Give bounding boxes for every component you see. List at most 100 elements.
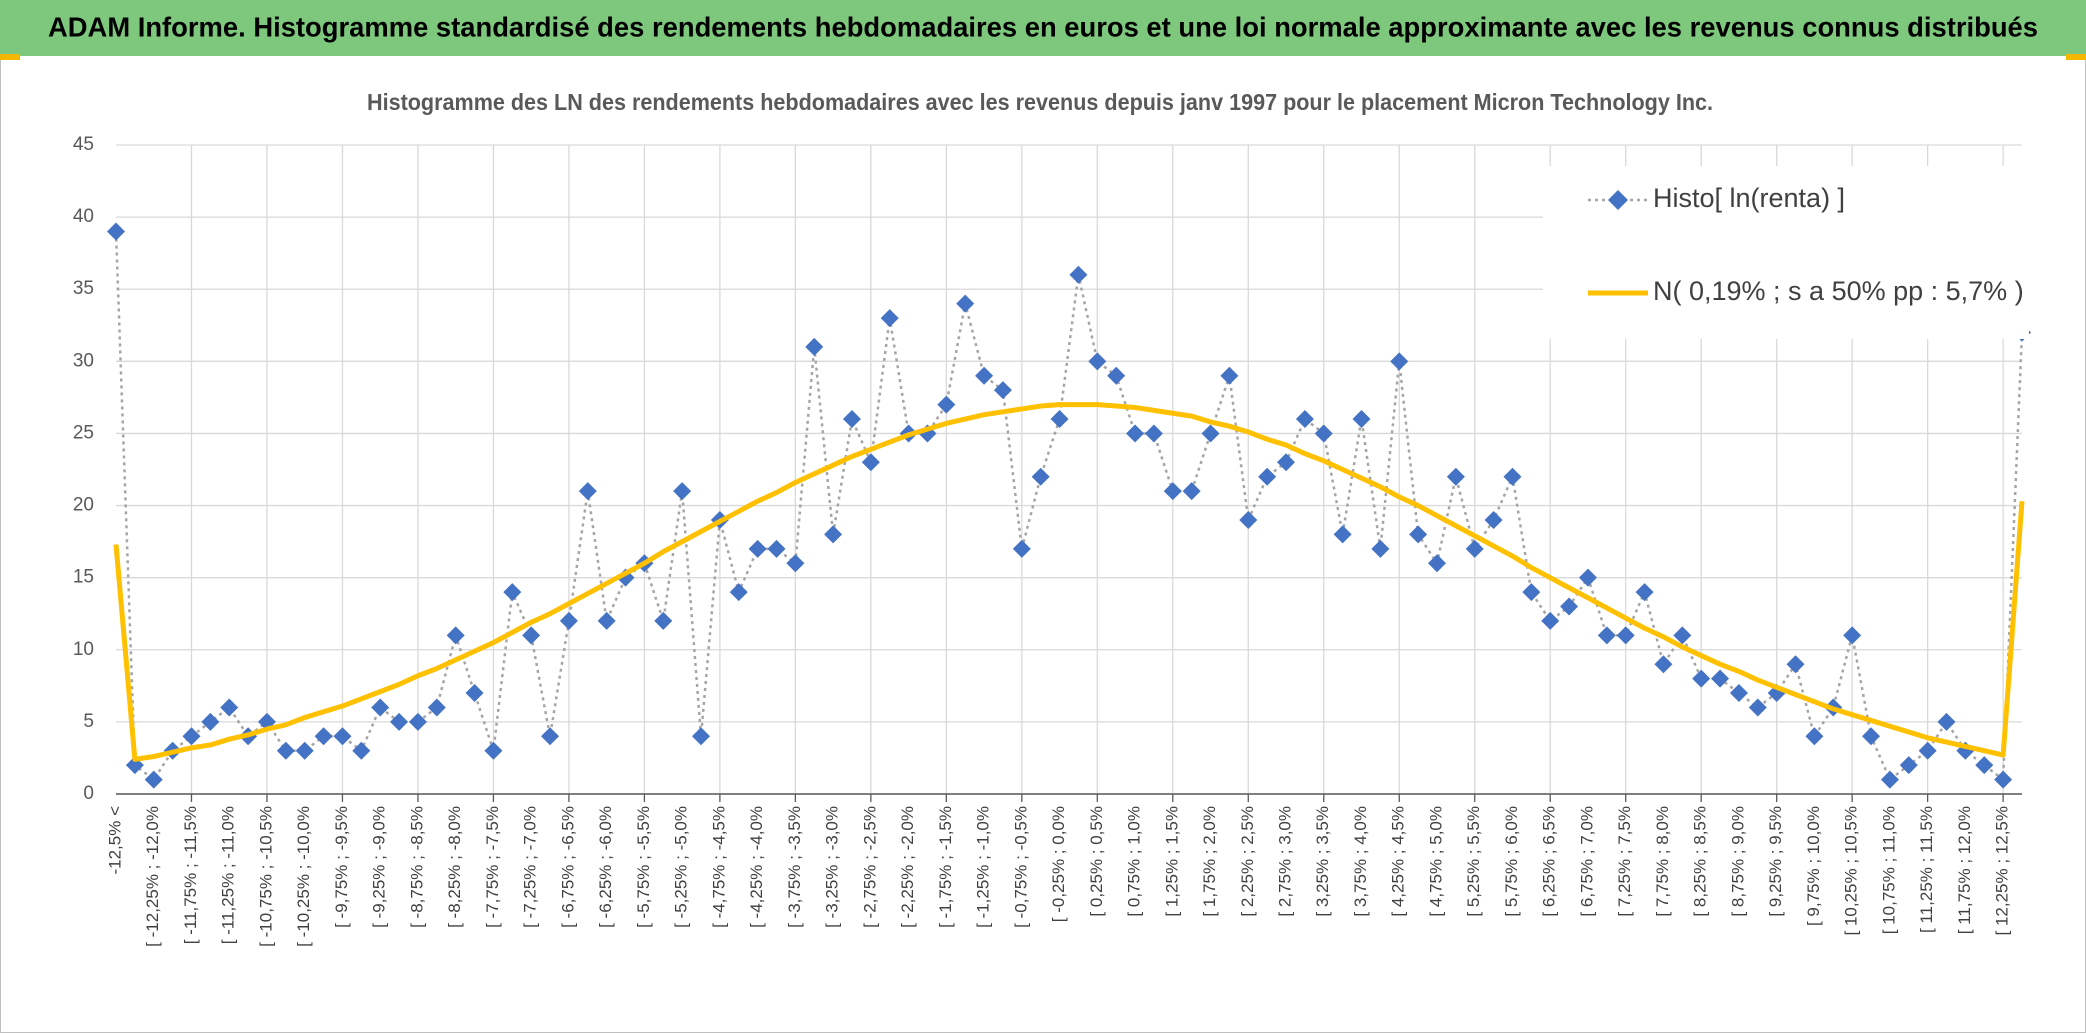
title-bar	[0, 0, 2086, 56]
x-tick-label: [ -9,25% ; -9,0%	[370, 806, 389, 928]
marker	[578, 482, 597, 501]
marker	[1560, 597, 1579, 616]
x-tick-label: [ 6,75% ; 7,0%	[1577, 806, 1596, 917]
marker	[1880, 770, 1899, 789]
marker	[1937, 712, 1956, 731]
legend-label: Histo[ ln(renta) ]	[1653, 183, 1845, 213]
x-tick-label: [ -10,25% ; -10,0%	[294, 806, 313, 947]
x-tick-label: [ -8,25% ; -8,0%	[445, 806, 464, 928]
marker	[1465, 539, 1484, 558]
marker	[1239, 510, 1258, 529]
x-tick-label: [ 12,25% ; 12,5%	[1993, 806, 2012, 935]
x-tick-label: [ 5,75% ; 6,0%	[1502, 806, 1521, 917]
marker	[352, 741, 371, 760]
y-tick-label: 45	[73, 134, 94, 155]
marker	[1484, 510, 1503, 529]
marker	[1541, 611, 1560, 630]
page-title: ADAM Informe. Histogramme standardisé de…	[48, 11, 2038, 42]
marker	[1352, 410, 1371, 429]
legend-swatch	[1608, 190, 1628, 210]
marker	[1692, 669, 1711, 688]
marker	[1031, 467, 1050, 486]
marker	[1012, 539, 1031, 558]
marker	[1918, 741, 1937, 760]
marker	[1711, 669, 1730, 688]
x-tick-label: [ -2,25% ; -2,0%	[898, 806, 917, 928]
marker	[767, 539, 786, 558]
x-tick-label: [ -4,25% ; -4,0%	[747, 806, 766, 928]
x-tick-label: [ 1,75% ; 2,0%	[1200, 806, 1219, 917]
marker	[805, 337, 824, 356]
x-tick-label: [ -11,75% ; -11,5%	[181, 806, 200, 944]
marker	[484, 741, 503, 760]
marker	[390, 712, 409, 731]
marker	[107, 222, 125, 241]
x-tick-label: [ 5,25% ; 5,5%	[1464, 806, 1483, 917]
x-tick-label: [ 11,25% ; 11,5%	[1917, 806, 1936, 933]
marker	[314, 727, 333, 746]
x-tick-label: [ -8,75% ; -8,5%	[407, 806, 426, 928]
marker	[220, 698, 239, 717]
marker	[1503, 467, 1522, 486]
y-tick-label: 5	[83, 711, 94, 732]
y-tick-label: 30	[73, 350, 94, 371]
marker	[1258, 467, 1277, 486]
marker	[654, 611, 673, 630]
legend-box	[1543, 166, 2029, 339]
marker	[1862, 727, 1881, 746]
marker	[1994, 770, 2013, 789]
y-tick-label: 40	[73, 206, 94, 227]
marker	[503, 583, 522, 602]
x-tick-label: [ 1,25% ; 1,5%	[1162, 806, 1181, 917]
marker	[1899, 756, 1918, 775]
x-tick-label: [ 0,25% ; 0,5%	[1087, 806, 1106, 917]
marker	[1446, 467, 1465, 486]
marker	[993, 381, 1012, 400]
x-tick-label: [ -12,25% ; -12,0%	[143, 806, 162, 947]
marker	[1163, 482, 1182, 501]
x-tick-label: [ -5,75% ; -5,5%	[634, 806, 653, 928]
marker	[465, 684, 484, 703]
marker	[673, 482, 692, 501]
x-tick-label: [ -1,75% ; -1,5%	[936, 806, 955, 928]
marker	[1654, 655, 1673, 674]
marker	[522, 626, 541, 645]
marker	[201, 712, 220, 731]
x-tick-label: [ 3,75% ; 4,0%	[1351, 806, 1370, 917]
marker	[427, 698, 446, 717]
marker	[1126, 424, 1145, 443]
legend-label: N( 0,19% ; s a 50% pp : 5,7% )	[1653, 276, 2024, 306]
marker	[937, 395, 956, 414]
x-tick-label: [ 2,75% ; 3,0%	[1276, 806, 1295, 917]
x-tick-label: [ -7,25% ; -7,0%	[521, 806, 540, 928]
marker	[748, 539, 767, 558]
marker	[1314, 424, 1333, 443]
marker	[371, 698, 390, 717]
marker	[975, 366, 994, 385]
marker	[786, 554, 805, 573]
x-tick-label: -12,5% <	[105, 806, 124, 875]
marker	[1390, 352, 1409, 371]
marker	[1616, 626, 1635, 645]
x-tick-label: [ 4,25% ; 4,5%	[1389, 806, 1408, 917]
marker	[1597, 626, 1616, 645]
marker	[1748, 698, 1767, 717]
marker	[1975, 756, 1994, 775]
marker	[1635, 583, 1654, 602]
marker	[1522, 583, 1541, 602]
marker	[1371, 539, 1390, 558]
marker	[1069, 265, 1088, 284]
marker	[276, 741, 295, 760]
marker	[1295, 410, 1314, 429]
x-tick-label: [ 0,75% ; 1,0%	[1125, 806, 1144, 917]
x-tick-label: [ 9,25% ; 9,5%	[1766, 806, 1785, 917]
marker	[1333, 525, 1352, 544]
marker	[1050, 410, 1069, 429]
x-tick-label: [ 7,75% ; 8,0%	[1653, 806, 1672, 917]
x-tick-label: [ -2,75% ; -2,5%	[860, 806, 879, 928]
x-tick-label: [ 2,25% ; 2,5%	[1238, 806, 1257, 917]
marker	[1578, 568, 1597, 587]
x-tick-label: [ -6,25% ; -6,0%	[596, 806, 615, 928]
x-tick-label: [ 8,75% ; 9,0%	[1728, 806, 1747, 917]
x-tick-label: [ -5,25% ; -5,0%	[672, 806, 691, 928]
